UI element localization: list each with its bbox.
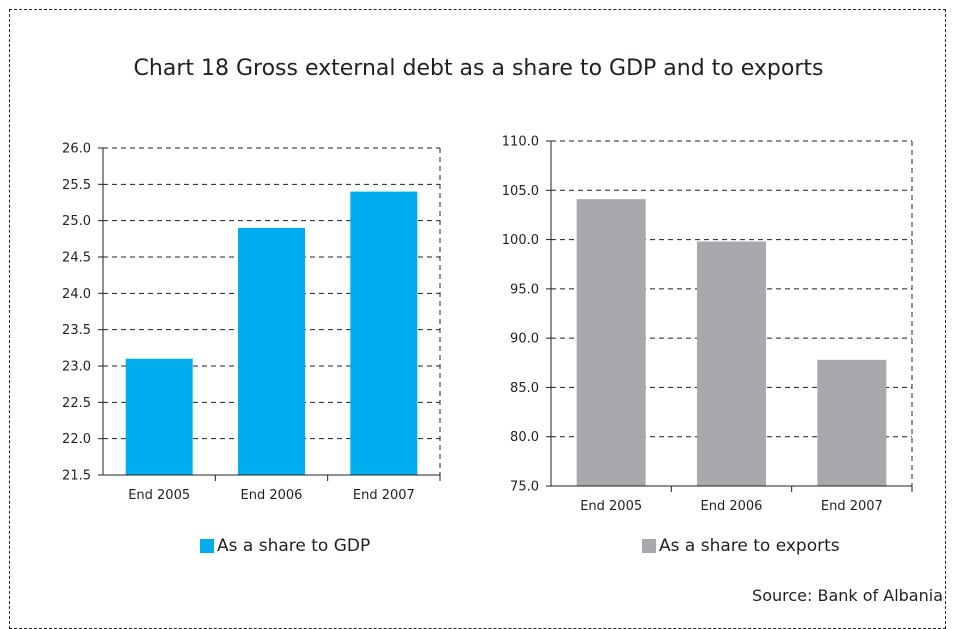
y-tick-label: 95.0	[510, 282, 539, 297]
chart-gdp: 21.5 22.0 22.5 23.0 23.5 24.0 24.5 25.0 25.5 26.0…	[62, 142, 441, 503]
chart-title: Chart 18 Gross external debt as a share …	[133, 56, 824, 81]
bar-exports-3	[817, 359, 887, 486]
y-tick-label: 23.5	[62, 323, 91, 338]
source-note: Source: Bank of Albania	[752, 586, 943, 605]
y-tick-label: 23.0	[62, 360, 91, 375]
y-tick-label: 105.0	[502, 184, 539, 199]
x-tick-label: End 2006	[701, 499, 763, 514]
charts-canvas: 21.5 22.0 22.5 23.0 23.5 24.0 24.5 25.0 25.5 26.0…	[62, 135, 913, 514]
legend-exports: As a share to exports	[642, 536, 840, 556]
y-tick-label: 75.0	[510, 480, 539, 495]
legend-label-exports: As a share to exports	[659, 536, 840, 556]
bar-exports-1	[576, 199, 646, 486]
legend-swatch-exports	[642, 539, 656, 553]
x-tick-label: End 2005	[128, 488, 190, 503]
y-tick-label: 21.5	[62, 469, 91, 484]
y-tick-label: 100.0	[502, 233, 539, 248]
bar-exports-2	[697, 241, 766, 486]
y-tick-label: 110.0	[502, 135, 539, 150]
x-tick-label: End 2007	[353, 488, 415, 503]
legend-gdp: As a share to GDP	[200, 536, 370, 556]
y-tick-label: 22.0	[62, 432, 91, 447]
y-tick-label: 25.0	[62, 214, 91, 229]
y-tick-label: 26.0	[62, 142, 91, 157]
y-tick-label: 22.5	[62, 396, 91, 411]
y-tick-label: 25.5	[62, 178, 91, 193]
x-tick-label: End 2005	[580, 499, 642, 514]
y-tick-label: 90.0	[510, 332, 539, 347]
bar-gdp-3	[350, 191, 418, 475]
y-tick-label: 85.0	[510, 381, 539, 396]
y-tick-label: 80.0	[510, 430, 539, 445]
bar-gdp-1	[125, 358, 193, 475]
legend-label-gdp: As a share to GDP	[217, 536, 371, 556]
bar-gdp-2	[238, 227, 305, 475]
x-tick-label: End 2006	[241, 488, 303, 503]
legend-swatch-gdp	[200, 539, 214, 553]
x-tick-label: End 2007	[821, 499, 883, 514]
chart-exports: 75.0 80.0 85.0 90.0 95.0 100.0 105.0 110.0 End 2…	[502, 135, 913, 514]
y-tick-label: 24.5	[62, 251, 91, 266]
y-tick-label: 24.0	[62, 287, 91, 302]
